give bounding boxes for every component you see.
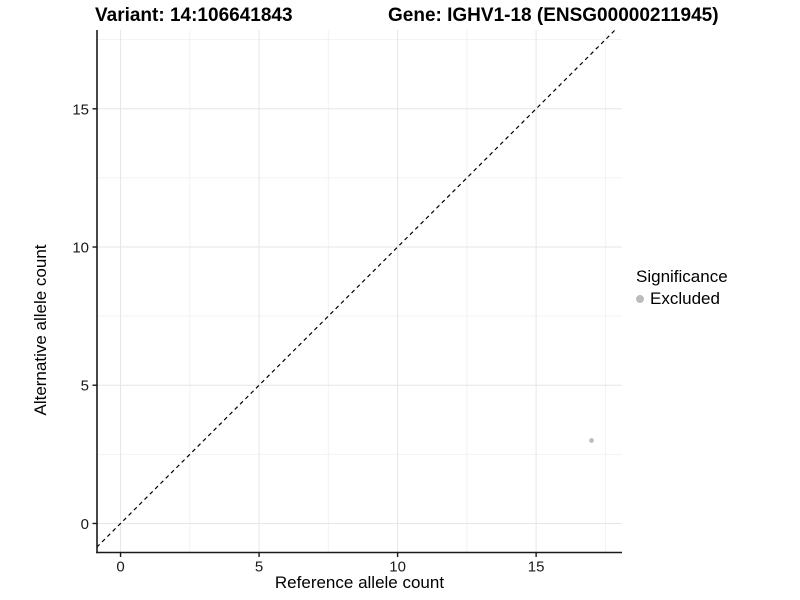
gene-title: Gene: IGHV1-18 (ENSG00000211945) (388, 5, 719, 26)
x-tick-label: 15 (528, 559, 545, 576)
legend-title: Significance (636, 267, 728, 286)
legend-item-label: Excluded (650, 289, 720, 308)
legend: Significance Excluded (636, 267, 728, 309)
variant-title: Variant: 14:106641843 (95, 5, 293, 26)
identity-dashed-line (97, 30, 616, 548)
x-tick-label: 0 (116, 559, 124, 576)
x-tick-label: 5 (255, 559, 263, 576)
y-axis-label: Alternative allele count (31, 244, 50, 416)
y-tick-label: 5 (81, 378, 89, 395)
y-tick-label: 10 (72, 240, 89, 257)
y-tick-label: 0 (81, 516, 89, 533)
data-point (589, 438, 594, 443)
x-axis-label: Reference allele count (274, 573, 445, 592)
legend-item-excluded: Excluded (636, 289, 728, 309)
y-tick-label: 15 (72, 101, 89, 118)
legend-point-swatch (636, 295, 644, 303)
x-tick-label: 10 (389, 559, 406, 576)
